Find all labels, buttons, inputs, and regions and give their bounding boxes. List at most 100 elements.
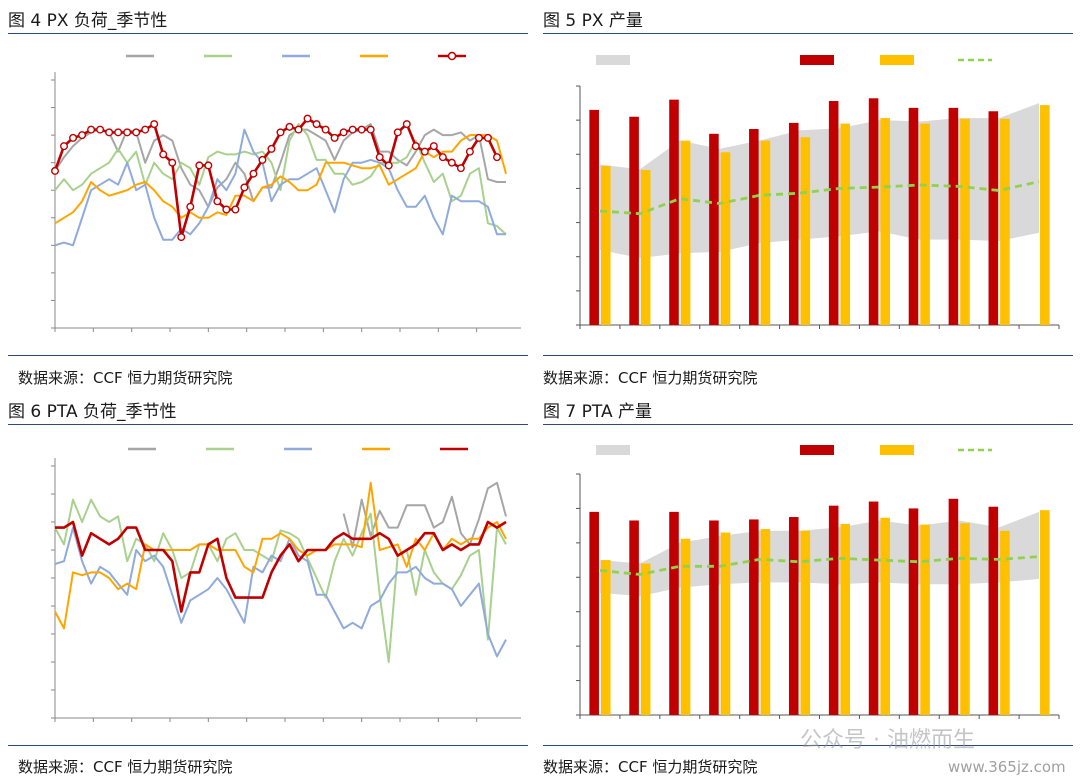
fig6-title: 图 6 PTA 负荷_季节性: [8, 402, 177, 422]
bar-2024: [749, 519, 759, 715]
point-2024: [366, 125, 375, 134]
legend-swatch-MAX_5Y: [596, 445, 630, 455]
watermark-text: 公众号 · 油燃而生: [800, 728, 975, 753]
bar-2024: [709, 133, 719, 325]
bar-2023: [1040, 105, 1050, 326]
point-2024: [321, 125, 330, 134]
bar-2024: [908, 107, 919, 325]
fig7-title-rule: [543, 424, 1073, 425]
point-2024: [348, 125, 357, 134]
legend-swatch-2023: [880, 445, 914, 455]
bar-2024: [669, 99, 679, 326]
bar-2024: [868, 98, 879, 325]
legend-swatch-2024: [800, 55, 834, 65]
point-2024: [294, 125, 303, 134]
fig6-source-rule: [8, 745, 528, 746]
point-2024: [429, 142, 438, 151]
point-2024: [357, 125, 366, 134]
point-2024: [231, 205, 240, 214]
bar-2023: [840, 523, 851, 715]
point-2024: [411, 142, 420, 151]
series-line-2024: [55, 520, 507, 613]
series-line-2020: [54, 123, 506, 208]
point-2024: [285, 122, 294, 131]
band-5y-range: [600, 511, 1039, 597]
fig4-title-rule: [8, 33, 528, 34]
watermark-url: www.365jz.com: [948, 758, 1066, 776]
bar-2023: [680, 140, 691, 325]
point-2024: [420, 147, 429, 156]
bar-2023: [1000, 530, 1010, 715]
series-line-2023: [54, 134, 507, 225]
series-line-2020: [342, 481, 507, 549]
point-2024: [492, 153, 501, 162]
point-2024: [195, 161, 204, 170]
point-2024: [204, 161, 213, 170]
bar-2024: [629, 520, 639, 715]
fig7-title: 图 7 PTA 产量: [543, 402, 652, 422]
bar-2024: [828, 505, 839, 715]
bar-2024: [948, 107, 959, 325]
fig7-source-rule: [543, 745, 1073, 746]
point-2024: [339, 128, 348, 137]
bar-2023: [720, 532, 731, 715]
point-2024: [483, 133, 492, 142]
point-2024: [114, 128, 123, 137]
fig4-chart: [51, 51, 521, 332]
avg-5y-line: [599, 555, 1040, 576]
bar-2023: [880, 517, 890, 715]
point-2024: [150, 120, 159, 129]
legend-swatch-2024: [800, 445, 834, 455]
fig6-chart: [51, 447, 521, 722]
point-2024: [177, 233, 186, 242]
fig5-title: 图 5 PX 产量: [543, 11, 643, 31]
point-2024: [276, 128, 285, 137]
point-2024: [222, 205, 231, 214]
bar-2023: [600, 560, 611, 715]
fig4-title: 图 4 PX 负荷_季节性: [8, 11, 168, 31]
point-2024: [141, 125, 150, 134]
fig6-source: 数据来源：CCF 恒力期货研究院: [18, 758, 233, 776]
point-2024: [375, 153, 384, 162]
fig5-source: 数据来源：CCF 恒力期货研究院: [543, 369, 758, 387]
point-2024: [312, 120, 321, 129]
fig5-source-rule: [543, 355, 1073, 356]
point-2024: [168, 158, 177, 167]
bar-2023: [840, 123, 851, 325]
point-2024: [51, 166, 60, 175]
band-5y-range: [600, 103, 1039, 259]
fig4-source: 数据来源：CCF 恒力期货研究院: [18, 369, 233, 387]
series-line-2022: [54, 128, 506, 247]
fig6-title-rule: [8, 424, 528, 425]
point-2024: [447, 158, 456, 167]
bar-2023: [1040, 510, 1050, 715]
fig7-source: 数据来源：CCF 恒力期货研究院: [543, 758, 758, 776]
fig5-title-rule: [543, 33, 1073, 34]
bar-2023: [680, 538, 691, 715]
point-2024: [123, 128, 132, 137]
bar-2023: [720, 152, 731, 325]
fig5-chart: [576, 55, 1060, 329]
fig4-source-rule: [8, 355, 528, 356]
point-2024: [456, 164, 465, 173]
bar-2023: [1000, 118, 1010, 325]
point-2024: [213, 197, 222, 206]
bar-2023: [880, 118, 890, 325]
point-2024: [60, 142, 69, 151]
point-2024: [186, 202, 195, 211]
bar-2023: [960, 523, 970, 715]
fig7-chart: [576, 445, 1060, 719]
legend-marker-2024: [447, 51, 457, 61]
avg-5y-line: [599, 180, 1040, 216]
series-line-2022: [54, 526, 507, 658]
point-2024: [78, 131, 87, 140]
bar-2024: [589, 511, 599, 715]
point-2024: [69, 133, 78, 142]
legend-swatch-2023: [880, 55, 914, 65]
point-2024: [87, 125, 96, 134]
bar-2023: [640, 169, 651, 325]
point-2024: [438, 153, 447, 162]
series-line-2021: [54, 498, 507, 663]
bar-2023: [800, 530, 811, 715]
bar-2024: [988, 506, 999, 715]
